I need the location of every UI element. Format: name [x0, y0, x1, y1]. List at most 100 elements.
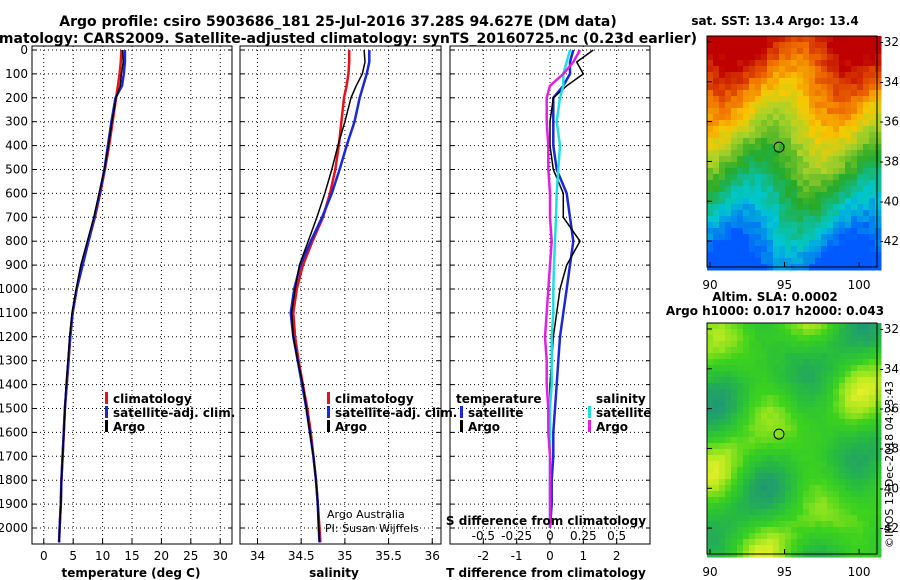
heatmap-cell — [863, 509, 870, 516]
heatmap-cell — [797, 228, 804, 235]
legend-temperature-argo: Argo — [468, 420, 500, 434]
heatmap-cell — [839, 54, 846, 61]
heatmap-cell — [821, 491, 828, 498]
heatmap-cell — [815, 467, 822, 474]
heatmap-cell — [833, 365, 840, 372]
heatmap-cell — [743, 60, 750, 67]
legend-swatch-climatology — [105, 392, 108, 404]
heatmap-cell — [821, 174, 828, 181]
heatmap-cell — [821, 204, 828, 211]
legend-swatch-argo — [105, 420, 108, 432]
heatmap-cell — [815, 497, 822, 504]
legend-swatch-climatology — [327, 392, 330, 404]
heatmap-cell — [707, 353, 714, 360]
legend-climatology: climatology — [335, 392, 414, 406]
heatmap-cell — [785, 204, 792, 211]
heatmap-cell — [875, 545, 882, 552]
heatmap-cell — [833, 389, 840, 396]
heatmap-cell — [707, 503, 714, 510]
heatmap-cell — [755, 72, 762, 79]
heatmap-cell — [833, 545, 840, 552]
heatmap-cell — [851, 144, 858, 151]
heatmap-cell — [827, 60, 834, 67]
heatmap-cell — [791, 192, 798, 199]
heatmap-cell — [839, 413, 846, 420]
heatmap-cell — [875, 431, 882, 438]
heatmap-cell — [713, 162, 720, 169]
heatmap-cell — [773, 84, 780, 91]
heatmap-cell — [779, 359, 786, 366]
heatmap-cell — [743, 36, 750, 43]
heatmap-cell — [791, 413, 798, 420]
heatmap-cell — [779, 353, 786, 360]
heatmap-cell — [743, 467, 750, 474]
heatmap-cell — [707, 108, 714, 115]
heatmap-cell — [803, 407, 810, 414]
heatmap-cell — [869, 395, 876, 402]
heatmap-cell — [779, 252, 786, 259]
heatmap-cell — [743, 192, 750, 199]
heatmap-cell — [761, 180, 768, 187]
heatmap-cell — [821, 222, 828, 229]
heatmap-cell — [731, 323, 738, 330]
heatmap-cell — [833, 473, 840, 480]
heatmap-cell — [779, 90, 786, 97]
heatmap-cell — [779, 48, 786, 55]
heatmap-cell — [809, 467, 816, 474]
heatmap-cell — [809, 461, 816, 468]
heatmap-cell — [809, 216, 816, 223]
heatmap-cell — [857, 527, 864, 534]
heatmap-cell — [845, 485, 852, 492]
heatmap-cell — [869, 42, 876, 49]
heatmap-cell — [767, 323, 774, 330]
heatmap-cell — [773, 437, 780, 444]
heatmap-cell — [731, 204, 738, 211]
heatmap-cell — [767, 156, 774, 163]
heatmap-cell — [833, 431, 840, 438]
heatmap-cell — [863, 497, 870, 504]
heatmap-cell — [731, 377, 738, 384]
heatmap-cell — [797, 353, 804, 360]
heatmap-cell — [731, 228, 738, 235]
heatmap-cell — [755, 246, 762, 253]
heatmap-cell — [785, 353, 792, 360]
heatmap-cell — [839, 407, 846, 414]
heatmap-cell — [863, 419, 870, 426]
heatmap-cell — [761, 138, 768, 145]
heatmap-cell — [851, 437, 858, 444]
heatmap-cell — [815, 234, 822, 241]
heatmap-cell — [827, 246, 834, 253]
heatmap-cell — [839, 108, 846, 115]
heatmap-cell — [725, 54, 732, 61]
heatmap-cell — [725, 168, 732, 175]
heatmap-cell — [857, 258, 864, 265]
heatmap-cell — [707, 401, 714, 408]
heatmap-cell — [803, 162, 810, 169]
heatmap-cell — [719, 126, 726, 133]
heatmap-cell — [707, 90, 714, 97]
heatmap-cell — [779, 174, 786, 181]
heatmap-cell — [773, 527, 780, 534]
heatmap-cell — [713, 138, 720, 145]
heatmap-cell — [803, 210, 810, 217]
heatmap-cell — [767, 401, 774, 408]
heatmap-cell — [863, 359, 870, 366]
heatmap-cell — [845, 102, 852, 109]
heatmap-cell — [863, 377, 870, 384]
heatmap-cell — [707, 240, 714, 247]
heatmap-cell — [719, 521, 726, 528]
heatmap-cell — [875, 527, 882, 534]
heatmap-cell — [779, 198, 786, 205]
heatmap-cell — [863, 365, 870, 372]
heatmap-cell — [833, 533, 840, 540]
heatmap-cell — [797, 96, 804, 103]
series-line-argo — [58, 49, 124, 543]
heatmap-cell — [791, 431, 798, 438]
heatmap-cell — [749, 162, 756, 169]
heatmap-cell — [767, 341, 774, 348]
heatmap-cell — [743, 216, 750, 223]
heatmap-cell — [809, 162, 816, 169]
heatmap-cell — [809, 539, 816, 546]
heatmap-cell — [809, 527, 816, 534]
heatmap-cell — [725, 240, 732, 247]
